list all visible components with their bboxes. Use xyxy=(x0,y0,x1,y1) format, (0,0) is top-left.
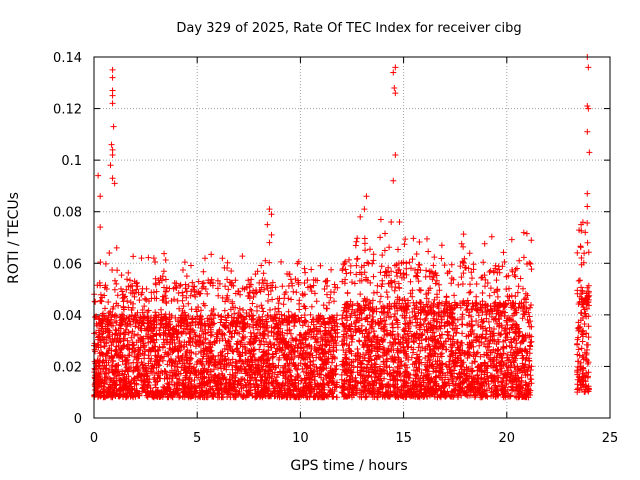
chart-title: Day 329 of 2025, Rate Of TEC Index for r… xyxy=(176,21,521,36)
x-tick-labels: 0 5 10 15 20 25 xyxy=(90,431,618,446)
roti-point xyxy=(390,177,397,184)
roti-point xyxy=(363,193,370,200)
roti-point xyxy=(97,193,104,200)
roti-point xyxy=(109,151,116,158)
roti-point xyxy=(396,219,403,226)
roti-point xyxy=(108,141,115,148)
y-tick-label: 0.04 xyxy=(53,309,82,324)
roti-point xyxy=(377,216,384,223)
roti-point xyxy=(95,172,102,179)
roti-point xyxy=(262,257,269,264)
y-tick-label: 0.14 xyxy=(53,51,82,66)
roti-point xyxy=(109,175,116,182)
roti-point xyxy=(361,206,368,213)
roti-point xyxy=(109,74,116,81)
roti-point xyxy=(388,219,395,226)
roti-point xyxy=(392,151,399,158)
roti-point xyxy=(586,149,593,156)
roti-point xyxy=(584,102,591,109)
roti-point xyxy=(183,273,190,280)
y-axis-label: ROTI / TECUs xyxy=(6,192,22,284)
y-tick-label: 0 xyxy=(74,412,82,427)
y-tick-labels: 0 0.02 0.04 0.06 0.08 0.1 0.12 0.14 xyxy=(53,51,82,427)
y-tick-label: 0.1 xyxy=(61,154,82,169)
roti-point xyxy=(266,239,273,246)
x-tick-label: 10 xyxy=(292,431,309,446)
x-tick-label: 15 xyxy=(395,431,412,446)
x-axis-label: GPS time / hours xyxy=(290,458,407,474)
y-tick-label: 0.08 xyxy=(53,206,82,221)
roti-point xyxy=(266,206,273,213)
roti-point xyxy=(109,87,116,94)
roti-point xyxy=(390,69,397,76)
roti-point xyxy=(585,64,592,71)
y-tick-label: 0.02 xyxy=(53,360,82,375)
roti-point xyxy=(111,180,118,187)
data-points xyxy=(91,54,593,401)
roti-point xyxy=(392,64,399,71)
roti-point-cloud xyxy=(91,219,593,401)
roti-point xyxy=(268,231,275,238)
roti-point xyxy=(584,190,591,197)
roti-point xyxy=(107,162,114,169)
roti-point xyxy=(109,146,116,153)
x-tick-label: 25 xyxy=(602,431,619,446)
y-tick-label: 0.06 xyxy=(53,257,82,272)
roti-point xyxy=(584,128,591,135)
roti-point xyxy=(109,92,116,99)
y-tick-label: 0.12 xyxy=(53,103,82,118)
x-tick-label: 0 xyxy=(90,431,98,446)
roti-point xyxy=(109,66,116,73)
x-tick-label: 5 xyxy=(193,431,201,446)
roti-point xyxy=(110,123,117,130)
roti-point xyxy=(585,105,592,112)
roti-point xyxy=(391,84,398,91)
roti-point xyxy=(268,211,275,218)
roti-point xyxy=(357,213,364,220)
roti-point xyxy=(97,224,104,231)
plot-frame xyxy=(93,56,611,419)
roti-point xyxy=(584,203,591,210)
roti-point xyxy=(392,90,399,97)
roti-point xyxy=(113,244,120,251)
roti-point xyxy=(138,255,145,262)
roti-point xyxy=(578,221,585,228)
roti-point xyxy=(109,100,116,107)
roti-point xyxy=(582,229,589,236)
x-tick-label: 20 xyxy=(499,431,516,446)
roti-point xyxy=(516,257,523,264)
roti-point xyxy=(264,221,271,228)
roti-point xyxy=(216,280,223,287)
